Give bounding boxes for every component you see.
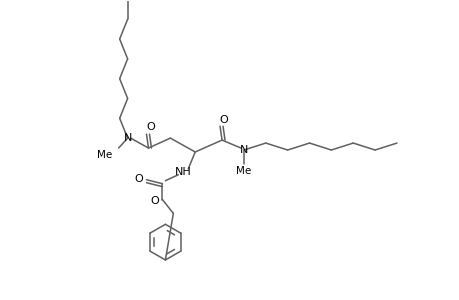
Text: Me: Me xyxy=(236,166,251,176)
Text: O: O xyxy=(219,115,228,125)
Text: N: N xyxy=(123,133,132,143)
Text: O: O xyxy=(146,122,155,132)
Text: NH: NH xyxy=(174,167,191,177)
Text: Me: Me xyxy=(97,150,112,160)
Text: O: O xyxy=(150,196,158,206)
Text: N: N xyxy=(239,145,247,155)
Text: O: O xyxy=(134,174,143,184)
